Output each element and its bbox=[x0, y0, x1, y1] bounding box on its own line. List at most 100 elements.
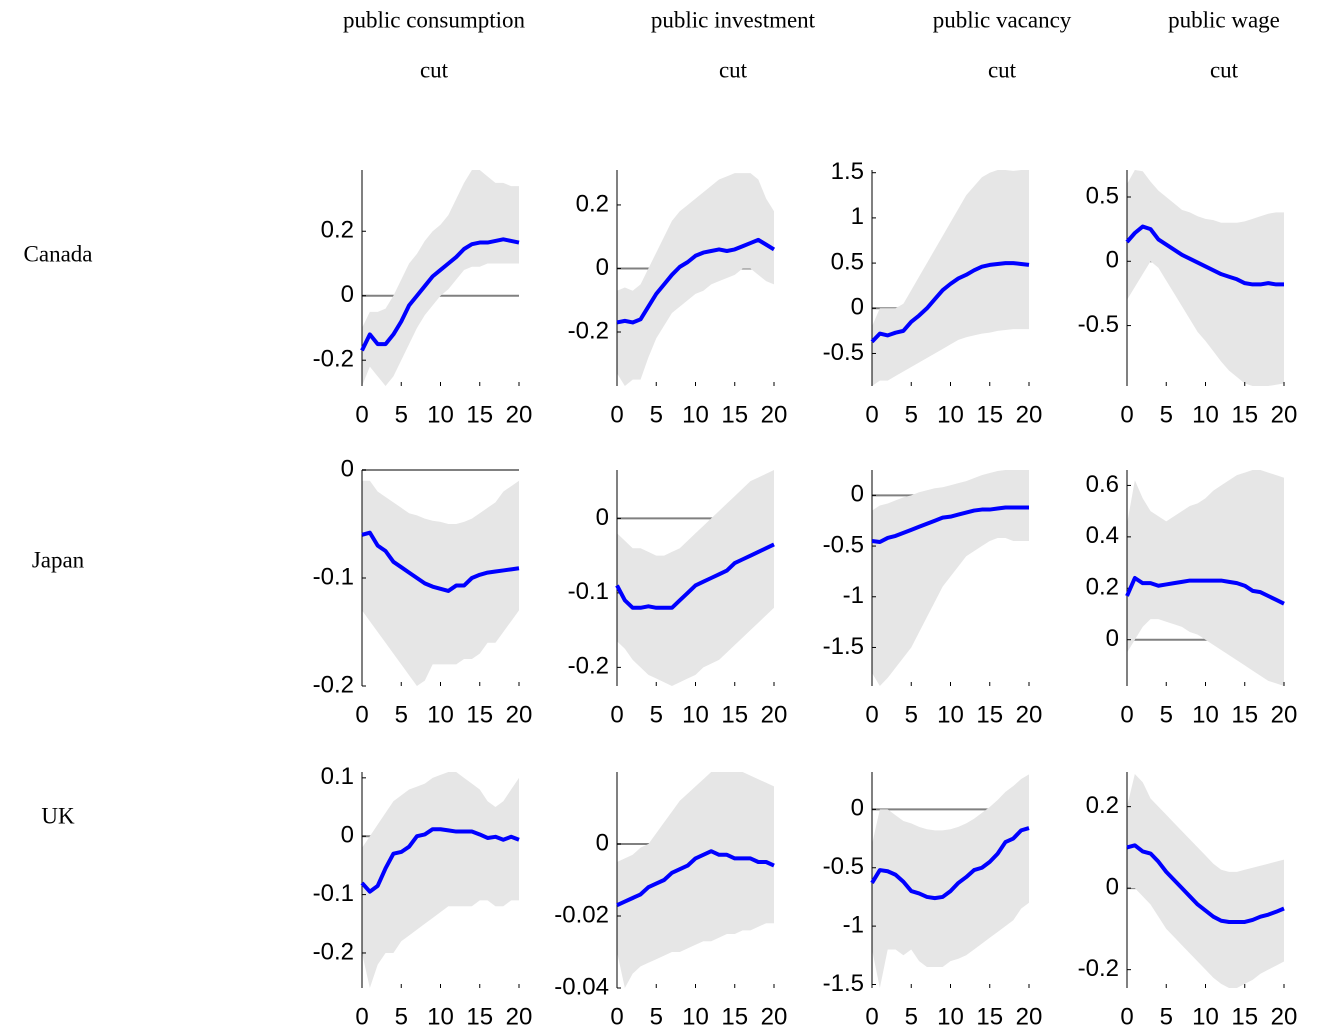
confidence-band bbox=[362, 480, 519, 686]
x-tick-label: 0 bbox=[865, 401, 878, 428]
median-line bbox=[360, 237, 520, 352]
x-tick-label: 15 bbox=[976, 701, 1003, 728]
x-tick-label: 20 bbox=[1271, 701, 1298, 728]
x-tick-label: 10 bbox=[427, 1003, 454, 1030]
x-tick-label: 20 bbox=[1016, 401, 1043, 428]
y-tick-label: -0.5 bbox=[823, 531, 864, 558]
x-tick-label: 10 bbox=[682, 1003, 709, 1030]
confidence-band bbox=[1127, 774, 1284, 988]
y-tick-label: -0.2 bbox=[313, 346, 354, 373]
x-tick-label: 15 bbox=[976, 1003, 1003, 1030]
y-tick-label: 1 bbox=[851, 203, 864, 230]
confidence-band bbox=[872, 774, 1029, 988]
y-tick-label: 0.6 bbox=[1086, 471, 1119, 498]
x-tick-label: 0 bbox=[1120, 401, 1133, 428]
x-tick-label: 5 bbox=[1160, 1003, 1173, 1030]
x-tick-label: 15 bbox=[466, 701, 493, 728]
y-tick-label: -0.1 bbox=[313, 563, 354, 590]
y-tick-label: -0.5 bbox=[823, 339, 864, 366]
x-tick-label: 20 bbox=[761, 701, 788, 728]
y-tick-label: -0.2 bbox=[313, 671, 354, 698]
x-tick-label: 20 bbox=[761, 1003, 788, 1030]
x-tick-label: 10 bbox=[682, 401, 709, 428]
x-tick-label: 5 bbox=[905, 1003, 918, 1030]
median-line bbox=[1125, 576, 1285, 606]
y-tick-label: -0.2 bbox=[1078, 955, 1119, 982]
x-tick-label: 5 bbox=[650, 401, 663, 428]
x-tick-label: 5 bbox=[395, 701, 408, 728]
x-tick-label: 5 bbox=[1160, 401, 1173, 428]
x-tick-label: 0 bbox=[610, 401, 623, 428]
x-tick-label: 15 bbox=[466, 401, 493, 428]
x-tick-label: 0 bbox=[1120, 701, 1133, 728]
x-tick-label: 0 bbox=[865, 701, 878, 728]
y-tick-label: 0.2 bbox=[1086, 792, 1119, 819]
x-tick-label: 5 bbox=[905, 701, 918, 728]
y-tick-label: -0.1 bbox=[568, 578, 609, 605]
confidence-band bbox=[1127, 170, 1284, 386]
median-line bbox=[1125, 224, 1284, 287]
x-tick-label: 0 bbox=[355, 401, 368, 428]
column-title: cut bbox=[1210, 57, 1239, 82]
x-tick-label: 5 bbox=[1160, 701, 1173, 728]
column-title: public vacancy bbox=[933, 7, 1072, 32]
y-tick-label: 0.2 bbox=[321, 217, 354, 244]
y-tick-label: -1.5 bbox=[823, 633, 864, 660]
x-tick-label: 20 bbox=[506, 701, 533, 728]
y-tick-label: 0 bbox=[341, 455, 354, 482]
median-line bbox=[871, 505, 1029, 544]
median-line bbox=[1126, 843, 1285, 924]
y-tick-label: 0 bbox=[341, 281, 354, 308]
row-label: Canada bbox=[24, 241, 93, 266]
y-tick-label: -0.5 bbox=[823, 853, 864, 880]
x-tick-label: 5 bbox=[395, 401, 408, 428]
x-tick-label: 15 bbox=[1231, 701, 1258, 728]
confidence-band bbox=[1127, 470, 1284, 686]
confidence-band bbox=[617, 470, 774, 686]
row-label: Japan bbox=[32, 547, 85, 572]
y-tick-label: 0.5 bbox=[831, 248, 864, 275]
x-tick-label: 10 bbox=[1192, 701, 1219, 728]
y-tick-label: 0.1 bbox=[321, 763, 354, 790]
y-tick-label: 0.2 bbox=[1086, 574, 1119, 601]
y-tick-label: 0 bbox=[851, 294, 864, 321]
y-tick-label: 0.5 bbox=[1086, 182, 1119, 209]
x-tick-label: 10 bbox=[1192, 1003, 1219, 1030]
y-tick-label: 0 bbox=[596, 829, 609, 856]
median-line bbox=[615, 542, 775, 610]
x-tick-label: 0 bbox=[610, 701, 623, 728]
y-tick-label: 0.4 bbox=[1086, 522, 1119, 549]
y-tick-label: -0.04 bbox=[554, 973, 609, 1000]
x-tick-label: 0 bbox=[865, 1003, 878, 1030]
x-tick-label: 20 bbox=[1016, 701, 1043, 728]
y-tick-label: -1 bbox=[843, 911, 864, 938]
y-tick-label: -0.2 bbox=[568, 653, 609, 680]
x-tick-label: 5 bbox=[650, 1003, 663, 1030]
x-tick-label: 0 bbox=[355, 701, 368, 728]
y-tick-label: 0 bbox=[341, 822, 354, 849]
y-tick-label: 0 bbox=[1106, 873, 1119, 900]
x-tick-label: 15 bbox=[976, 401, 1003, 428]
y-tick-label: 0.2 bbox=[576, 190, 609, 217]
x-tick-label: 10 bbox=[937, 701, 964, 728]
column-title: public wage bbox=[1168, 7, 1280, 32]
confidence-band bbox=[872, 470, 1029, 686]
x-tick-label: 10 bbox=[427, 401, 454, 428]
x-tick-label: 20 bbox=[506, 401, 533, 428]
confidence-band bbox=[362, 772, 519, 988]
x-tick-label: 10 bbox=[682, 701, 709, 728]
y-tick-label: 0 bbox=[851, 795, 864, 822]
column-title: cut bbox=[420, 57, 449, 82]
y-tick-label: -1 bbox=[843, 582, 864, 609]
x-tick-label: 15 bbox=[1231, 401, 1258, 428]
median-line bbox=[616, 237, 776, 325]
x-tick-label: 20 bbox=[761, 401, 788, 428]
x-tick-label: 10 bbox=[937, 401, 964, 428]
y-tick-label: -0.02 bbox=[554, 901, 609, 928]
confidence-band bbox=[362, 170, 519, 386]
x-tick-label: 5 bbox=[650, 701, 663, 728]
y-tick-label: 0 bbox=[596, 504, 609, 531]
confidence-band bbox=[617, 772, 774, 988]
y-tick-label: -1.5 bbox=[823, 970, 864, 997]
x-tick-label: 0 bbox=[610, 1003, 623, 1030]
